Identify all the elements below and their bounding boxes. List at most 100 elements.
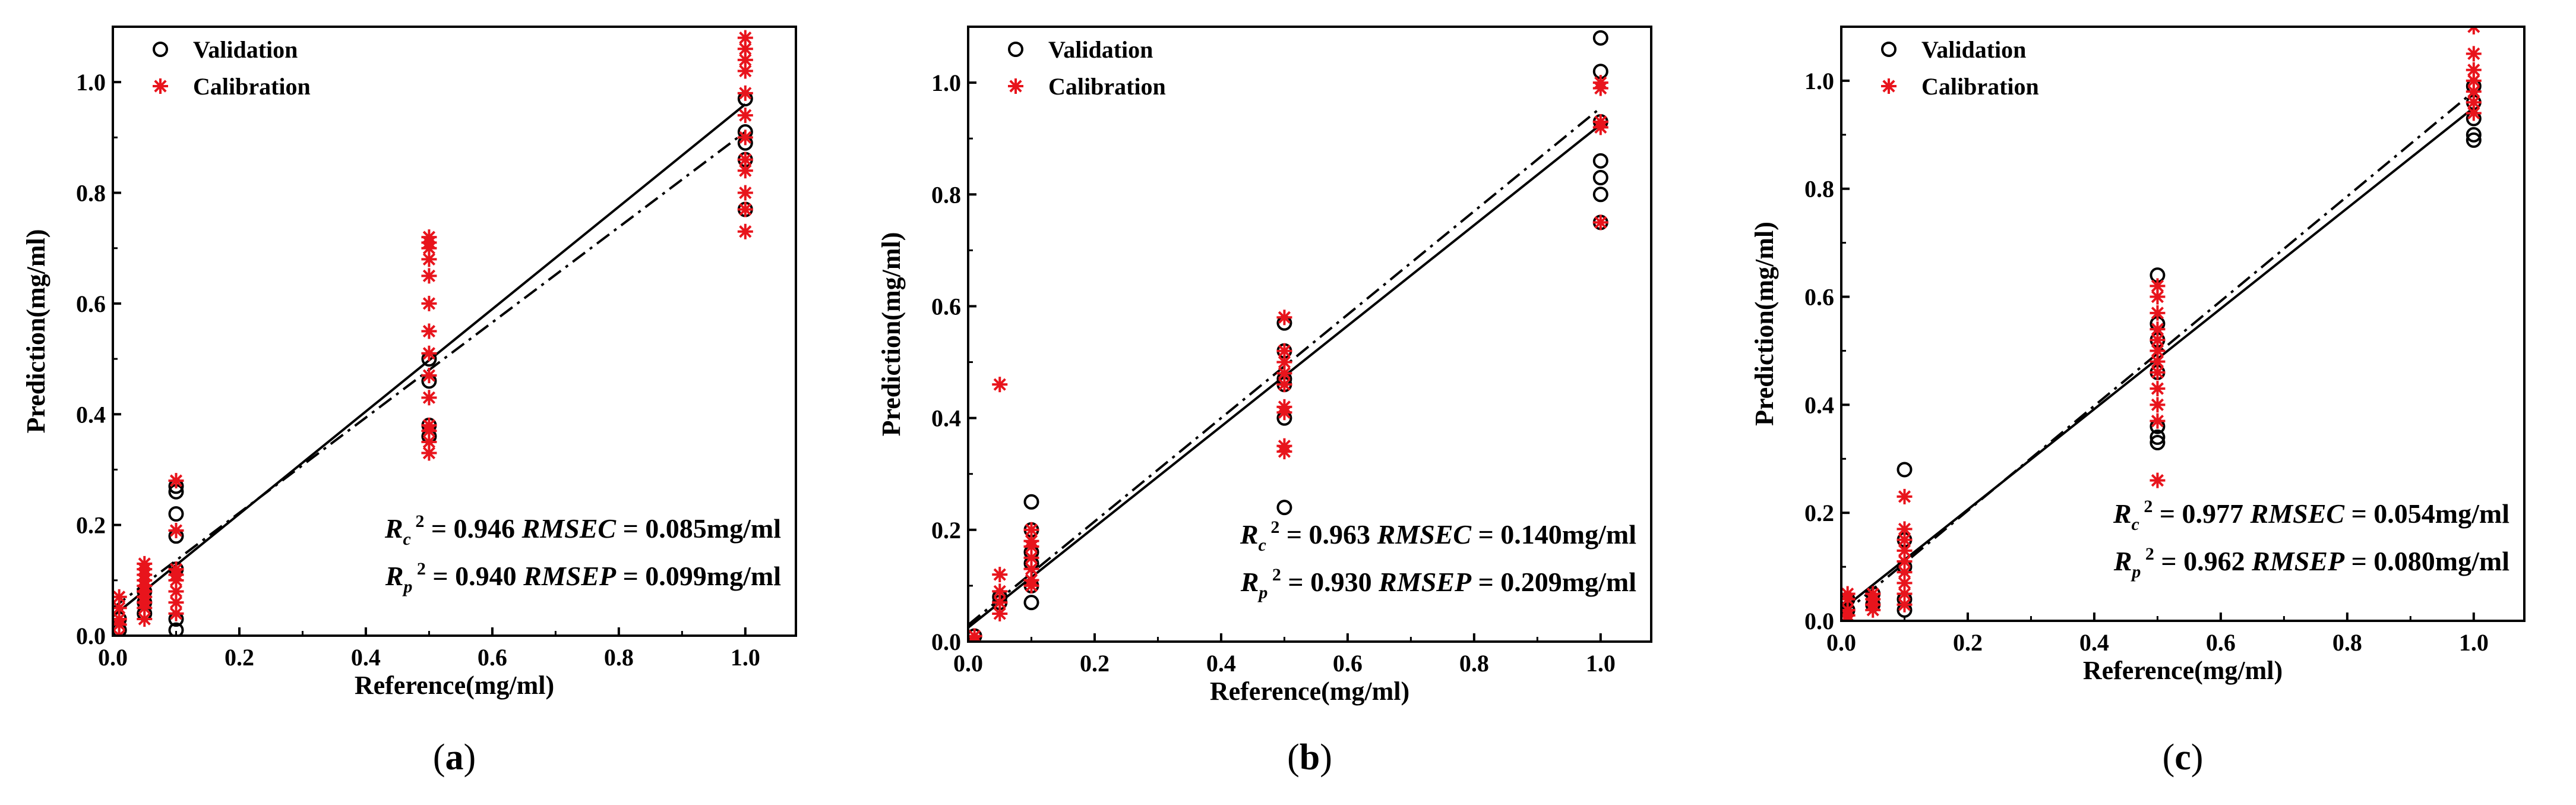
x-tick-label: 0.2 [1953,629,1983,656]
asterisk-stroke [739,153,752,166]
stat-part: 2 [2139,497,2153,516]
y-tick-label: 0.4 [931,405,961,432]
series-calibration [113,30,753,636]
asterisk-stroke [739,42,752,55]
calibration-point [1276,365,1292,381]
asterisk-stroke [1898,533,1911,547]
calibration-point [2150,472,2166,488]
validation-point [168,506,184,522]
y-tick-label: 1.0 [76,69,106,96]
x-tick-label: 1.0 [731,644,760,671]
asterisk-stroke [1898,566,1911,579]
asterisk-stroke [422,419,436,432]
calibration-point [1023,522,1039,538]
asterisk-stroke [1841,614,1850,621]
asterisk-stroke [739,53,752,67]
calibration-point [1276,399,1292,415]
asterisk-stroke [2151,323,2164,336]
asterisk-stroke [113,591,126,604]
calibration-point [2150,413,2166,429]
asterisk-stroke [422,435,436,449]
calibration-point [2466,94,2482,111]
calibration-stats: Rc 2 = 0.963 RMSEC = 0.140mg/ml [1240,517,1636,555]
asterisk-stroke [1841,587,1854,601]
asterisk-stroke [1278,345,1291,358]
legend-validation-marker [153,42,168,57]
validation-point [1592,170,1608,186]
legend-calibration-label: Calibration [1921,73,2039,100]
x-tick-label: 0.6 [1333,650,1363,677]
stat-part: RMSEP [523,561,617,591]
x-tick-label: 0.4 [1206,650,1236,677]
stat-part: = 0.054mg/ml [2344,498,2509,529]
asterisk-stroke [2151,474,2164,487]
x-tick-label: 1.0 [2459,629,2489,656]
calibration-point [2150,305,2166,321]
stat-part: = 0.080mg/ml [2344,546,2509,576]
validation-point [2466,132,2482,148]
asterisk-stroke [2151,290,2164,304]
calibration-point [1592,75,1608,91]
legend-validation-label: Validation [1921,36,2026,63]
calibration-point [421,417,437,433]
stat-part: 2 [1266,517,1280,537]
asterisk-stroke [2151,333,2164,346]
asterisk-stroke [169,607,183,620]
asterisk-stroke [993,596,1006,609]
calibration-point [737,185,753,201]
calibration-point [737,30,753,46]
asterisk-stroke [1278,400,1291,413]
asterisk-stroke [154,80,167,93]
legend-validation-label: Validation [193,36,298,63]
calibration-point [421,390,437,406]
panel-label: (a) [433,737,476,778]
x-tick-label: 0.8 [604,644,634,671]
stat-part: = 0.209mg/ml [1471,567,1636,597]
asterisk-stroke [422,369,436,382]
validation-point [1592,30,1608,46]
asterisk-stroke [2151,344,2164,358]
stat-part: RMSEC [1377,519,1472,550]
calibration-point [737,108,753,124]
asterisk-stroke [113,629,121,636]
calibration-point [2466,105,2482,121]
calibration-point [1897,542,1913,558]
stat-part: = 0.940 [426,561,523,591]
stat-part: 2 [1268,565,1281,585]
calibration-point [737,130,753,146]
asterisk-stroke [2467,47,2480,61]
plot-frame [112,26,797,637]
x-axis-label: Reference(mg/ml) [2083,656,2283,685]
legend-calibration-marker [1881,78,1897,94]
panel-label-part: b [1300,737,1320,778]
asterisk-stroke [1898,587,1911,601]
stat-part: R [384,513,403,544]
y-tick-label: 0.2 [76,512,106,539]
asterisk-stroke [1898,522,1911,536]
calibration-point [1276,343,1292,359]
x-tick-label: 0.0 [98,644,128,671]
validation-point [1897,462,1913,478]
asterisk-stroke [169,524,183,537]
validation-point [1023,595,1039,611]
calibration-point [2150,397,2166,413]
validation-point [168,622,184,636]
panel-label: (c) [2163,737,2204,778]
asterisk-stroke [422,231,436,244]
asterisk-stroke [2467,106,2480,120]
calibration-point [1023,572,1039,588]
calibration-point [168,522,184,538]
asterisk-stroke [422,269,436,282]
stat-part: p [2130,562,2141,582]
prediction-stats: Rp 2 = 0.940 RMSEP = 0.099mg/ml [385,559,781,596]
panel-label-part: c [2174,737,2191,778]
asterisk-stroke [422,252,436,266]
asterisk-stroke [968,635,976,642]
validation-point [1276,500,1292,516]
calibration-stats: Rc 2 = 0.977 RMSEC = 0.054mg/ml [2113,497,2509,534]
stat-part: = 0.946 [424,513,521,544]
calibration-point [992,583,1008,599]
asterisk-stroke [1278,367,1291,380]
panel-label-part: ( [1287,737,1300,778]
asterisk-stroke [993,585,1006,598]
